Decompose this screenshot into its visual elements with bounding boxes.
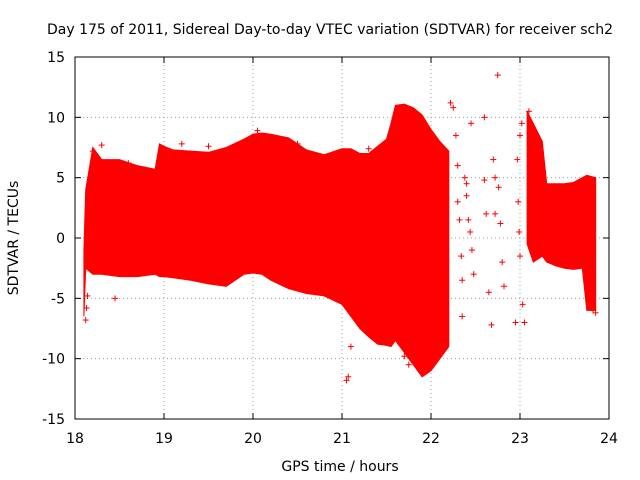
- data-point: [497, 220, 504, 227]
- data-point: [525, 108, 532, 115]
- data-point: [517, 253, 523, 260]
- data-point: [519, 301, 526, 308]
- data-point: [485, 289, 492, 296]
- data-point: [98, 142, 105, 149]
- data-point: [459, 313, 466, 320]
- data-envelope-segment-2: [526, 111, 597, 311]
- x-tick-label: 24: [600, 431, 618, 447]
- data-point: [481, 114, 488, 121]
- data-point: [461, 174, 468, 181]
- y-axis-label: SDTVAR / TECUs: [6, 181, 22, 296]
- data-point: [463, 192, 470, 199]
- data-point: [468, 120, 475, 127]
- y-tick-label: 5: [56, 171, 65, 187]
- data-point: [450, 104, 457, 111]
- data-point: [447, 99, 454, 106]
- data-point: [112, 295, 119, 302]
- axis-ticks: 18 19 20 21 22 23 24 -15 -10 -5 0 5 10 15: [42, 50, 618, 447]
- data-point: [454, 162, 461, 169]
- data-point: [456, 216, 463, 223]
- data-point: [452, 132, 459, 139]
- x-axis-label: GPS time / hours: [281, 459, 398, 475]
- data-point: [178, 140, 185, 147]
- data-point: [82, 317, 89, 324]
- data-point: [468, 247, 475, 254]
- data-point: [470, 271, 477, 278]
- data-point: [83, 304, 90, 311]
- data-point: [500, 283, 507, 290]
- x-tick-label: 18: [66, 431, 84, 447]
- data-point: [370, 331, 377, 338]
- data-point: [527, 132, 534, 139]
- data-point: [515, 198, 522, 205]
- data-point: [495, 184, 502, 191]
- data-point: [517, 132, 523, 139]
- data-point: [512, 319, 519, 326]
- data-point: [467, 228, 474, 235]
- data-point: [84, 292, 91, 299]
- y-tick-label: 10: [47, 110, 65, 126]
- data-point: [490, 156, 497, 163]
- x-tick-label: 21: [333, 431, 351, 447]
- data-point: [518, 120, 525, 127]
- data-point: [465, 216, 472, 223]
- y-tick-label: 0: [56, 231, 65, 247]
- y-tick-label: -10: [42, 352, 65, 368]
- series-sch2: [82, 72, 599, 384]
- data-point: [514, 156, 521, 163]
- data-point: [89, 148, 96, 155]
- y-tick-label: -5: [51, 291, 65, 307]
- data-point: [494, 72, 501, 79]
- data-point: [488, 321, 495, 328]
- data-point: [401, 353, 408, 360]
- data-point: [521, 319, 528, 326]
- x-tick-label: 23: [511, 431, 529, 447]
- data-point: [405, 361, 412, 368]
- data-point: [499, 259, 506, 266]
- data-point: [463, 180, 470, 187]
- data-point: [365, 145, 372, 152]
- data-point: [343, 377, 350, 384]
- data-point: [254, 127, 261, 134]
- data-envelope-segment-1: [83, 103, 450, 378]
- y-tick-label: -15: [42, 412, 65, 428]
- data-point: [492, 210, 499, 217]
- data-point: [294, 140, 301, 147]
- data-point: [347, 343, 354, 350]
- data-point: [205, 143, 212, 150]
- data-point: [592, 309, 599, 316]
- x-tick-label: 19: [155, 431, 173, 447]
- data-point: [492, 174, 499, 181]
- data-point: [458, 253, 465, 260]
- data-point: [454, 198, 461, 205]
- data-point: [125, 160, 132, 167]
- x-tick-label: 20: [244, 431, 262, 447]
- chart-title: Day 175 of 2011, Sidereal Day-to-day VTE…: [47, 22, 613, 38]
- y-tick-label: 15: [47, 50, 65, 66]
- data-point: [516, 228, 523, 235]
- data-point: [459, 277, 466, 284]
- x-tick-label: 22: [422, 431, 440, 447]
- data-point: [483, 210, 490, 217]
- data-point: [481, 177, 488, 184]
- data-point: [345, 373, 352, 380]
